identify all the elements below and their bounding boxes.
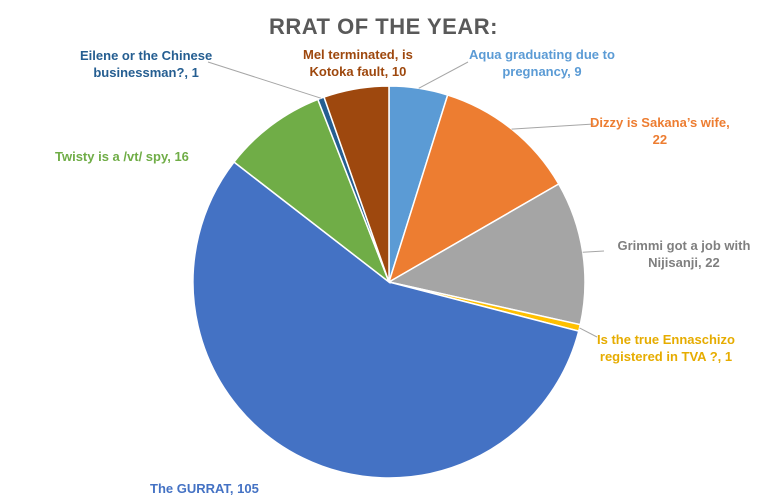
pie-slice	[192, 160, 580, 479]
chart-title: RRAT OF THE YEAR:	[269, 14, 498, 39]
data-label: Is the true Ennaschizo registered in TVA …	[597, 332, 735, 364]
pie-slice	[386, 182, 586, 326]
leader-line	[418, 61, 469, 89]
data-label: The GURRAT, 105	[150, 481, 259, 496]
data-label: Mel terminated, is Kotoka fault, 10	[303, 47, 413, 79]
pie-slice	[232, 98, 391, 285]
leader-line	[582, 250, 605, 253]
pie-slice	[387, 94, 560, 284]
data-label: Grimmi got a job with Nijisanji, 22	[617, 238, 751, 270]
data-label: Twisty is a /vt/ spy, 16	[55, 149, 189, 164]
data-label: Aqua graduating due to pregnancy, 9	[469, 47, 615, 79]
data-label: Dizzy is Sakana’s wife, 22	[590, 115, 730, 147]
data-label: Eilene or the Chinese businessman?, 1	[80, 48, 213, 80]
leader-line	[511, 123, 595, 130]
leader-line	[579, 327, 598, 338]
leader-line	[207, 61, 322, 99]
pie-slice	[323, 85, 390, 283]
